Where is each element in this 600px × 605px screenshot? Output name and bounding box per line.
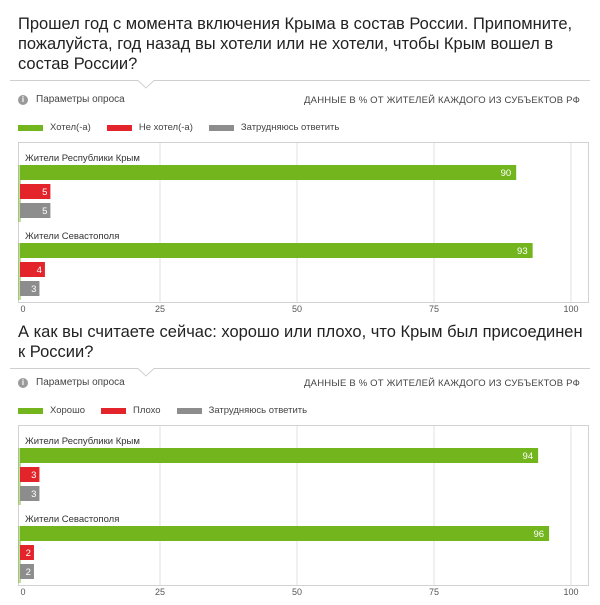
bar	[20, 262, 45, 277]
tick-label: 25	[155, 587, 165, 597]
chart-title: А как вы считаете сейчас: хорошо или пло…	[18, 323, 583, 361]
data-label: 90	[501, 168, 512, 179]
info-icon: i	[18, 377, 28, 388]
legend-item: Не хотел(-а)	[106, 122, 193, 133]
legend-label: Затрудняюсь ответить	[208, 405, 308, 416]
tick-label: 75	[429, 587, 439, 597]
data-label: 3	[31, 489, 36, 500]
legend-item: Хотел(-а)	[18, 122, 91, 133]
tick-label: 0	[20, 304, 25, 314]
bar	[20, 165, 517, 180]
info-icon: i	[18, 94, 28, 105]
section-divider	[10, 80, 590, 89]
tick-label: 25	[155, 304, 165, 314]
data-label: 5	[42, 187, 47, 198]
legend-label: Хорошо	[50, 405, 85, 416]
tick-label: 0	[20, 587, 25, 597]
data-note: ДАННЫЕ В % ОТ ЖИТЕЛЕЙ КАЖДОГО ИЗ СУБЪЕКТ…	[304, 95, 580, 106]
legend-swatch	[18, 407, 43, 414]
data-label: 5	[42, 206, 47, 217]
bar	[20, 545, 34, 560]
group-marker	[18, 243, 21, 300]
group-marker	[18, 165, 21, 222]
category-label: Жители Севастополя	[25, 231, 119, 242]
data-label: 3	[31, 284, 36, 295]
data-label: 2	[26, 548, 31, 559]
category-label: Жители Республики Крым	[25, 436, 140, 447]
chart-legend: Хотел(-а) Не хотел(-а) Затрудняюсь ответ…	[18, 122, 355, 133]
data-label: 4	[37, 265, 42, 276]
bar	[20, 281, 40, 296]
chart-title: Прошел год с момента включения Крыма в с…	[18, 15, 573, 73]
category-label: Жители Республики Крым	[25, 153, 140, 164]
bar	[20, 448, 539, 463]
legend-item: Хорошо	[18, 405, 85, 416]
legend-label: Плохо	[133, 405, 161, 416]
bar-chart-1: 0 25 50 75 100 Жители Республики Крым 90 5 5 Жите…	[18, 142, 589, 314]
bar	[20, 184, 51, 199]
legend-swatch	[18, 124, 43, 131]
data-label: 94	[523, 451, 534, 462]
data-label: 93	[517, 246, 528, 257]
bar	[20, 203, 51, 218]
tick-label: 50	[292, 304, 302, 314]
legend-swatch	[106, 124, 132, 131]
tick-label: 100	[563, 304, 578, 314]
chart-legend: Хорошо Плохо Затрудняюсь ответить	[18, 405, 323, 416]
plot-frame	[18, 142, 589, 303]
survey-params-label: Параметры опроса	[36, 377, 125, 388]
legend-label: Затрудняюсь ответить	[240, 122, 340, 133]
data-note: ДАННЫЕ В % ОТ ЖИТЕЛЕЙ КАЖДОГО ИЗ СУБЪЕКТ…	[304, 378, 580, 389]
legend-item: Плохо	[101, 405, 161, 416]
tick-label: 50	[292, 587, 302, 597]
legend-item: Затрудняюсь ответить	[176, 405, 308, 416]
bar	[20, 486, 40, 501]
section-divider	[10, 368, 590, 377]
legend-swatch	[208, 124, 234, 131]
tick-label: 100	[563, 587, 578, 597]
legend-label: Хотел(-а)	[50, 122, 91, 133]
tick-label: 75	[429, 304, 439, 314]
bar	[20, 526, 550, 541]
category-label: Жители Севастополя	[25, 514, 119, 525]
survey-params-label: Параметры опроса	[36, 94, 125, 105]
legend-swatch	[101, 407, 126, 414]
group-marker	[18, 448, 21, 505]
data-label: 96	[534, 529, 545, 540]
survey-params-toggle[interactable]: i Параметры опроса	[18, 94, 125, 105]
data-label: 3	[31, 470, 36, 481]
bar	[20, 564, 34, 579]
legend-label: Не хотел(-а)	[138, 122, 193, 133]
survey-params-toggle[interactable]: i Параметры опроса	[18, 377, 125, 388]
data-label: 2	[26, 567, 31, 578]
legend-item: Затрудняюсь ответить	[208, 122, 340, 133]
bar	[20, 467, 40, 482]
plot-frame	[18, 425, 589, 586]
legend-swatch	[176, 407, 202, 414]
group-marker	[18, 526, 21, 583]
bar	[20, 243, 533, 258]
